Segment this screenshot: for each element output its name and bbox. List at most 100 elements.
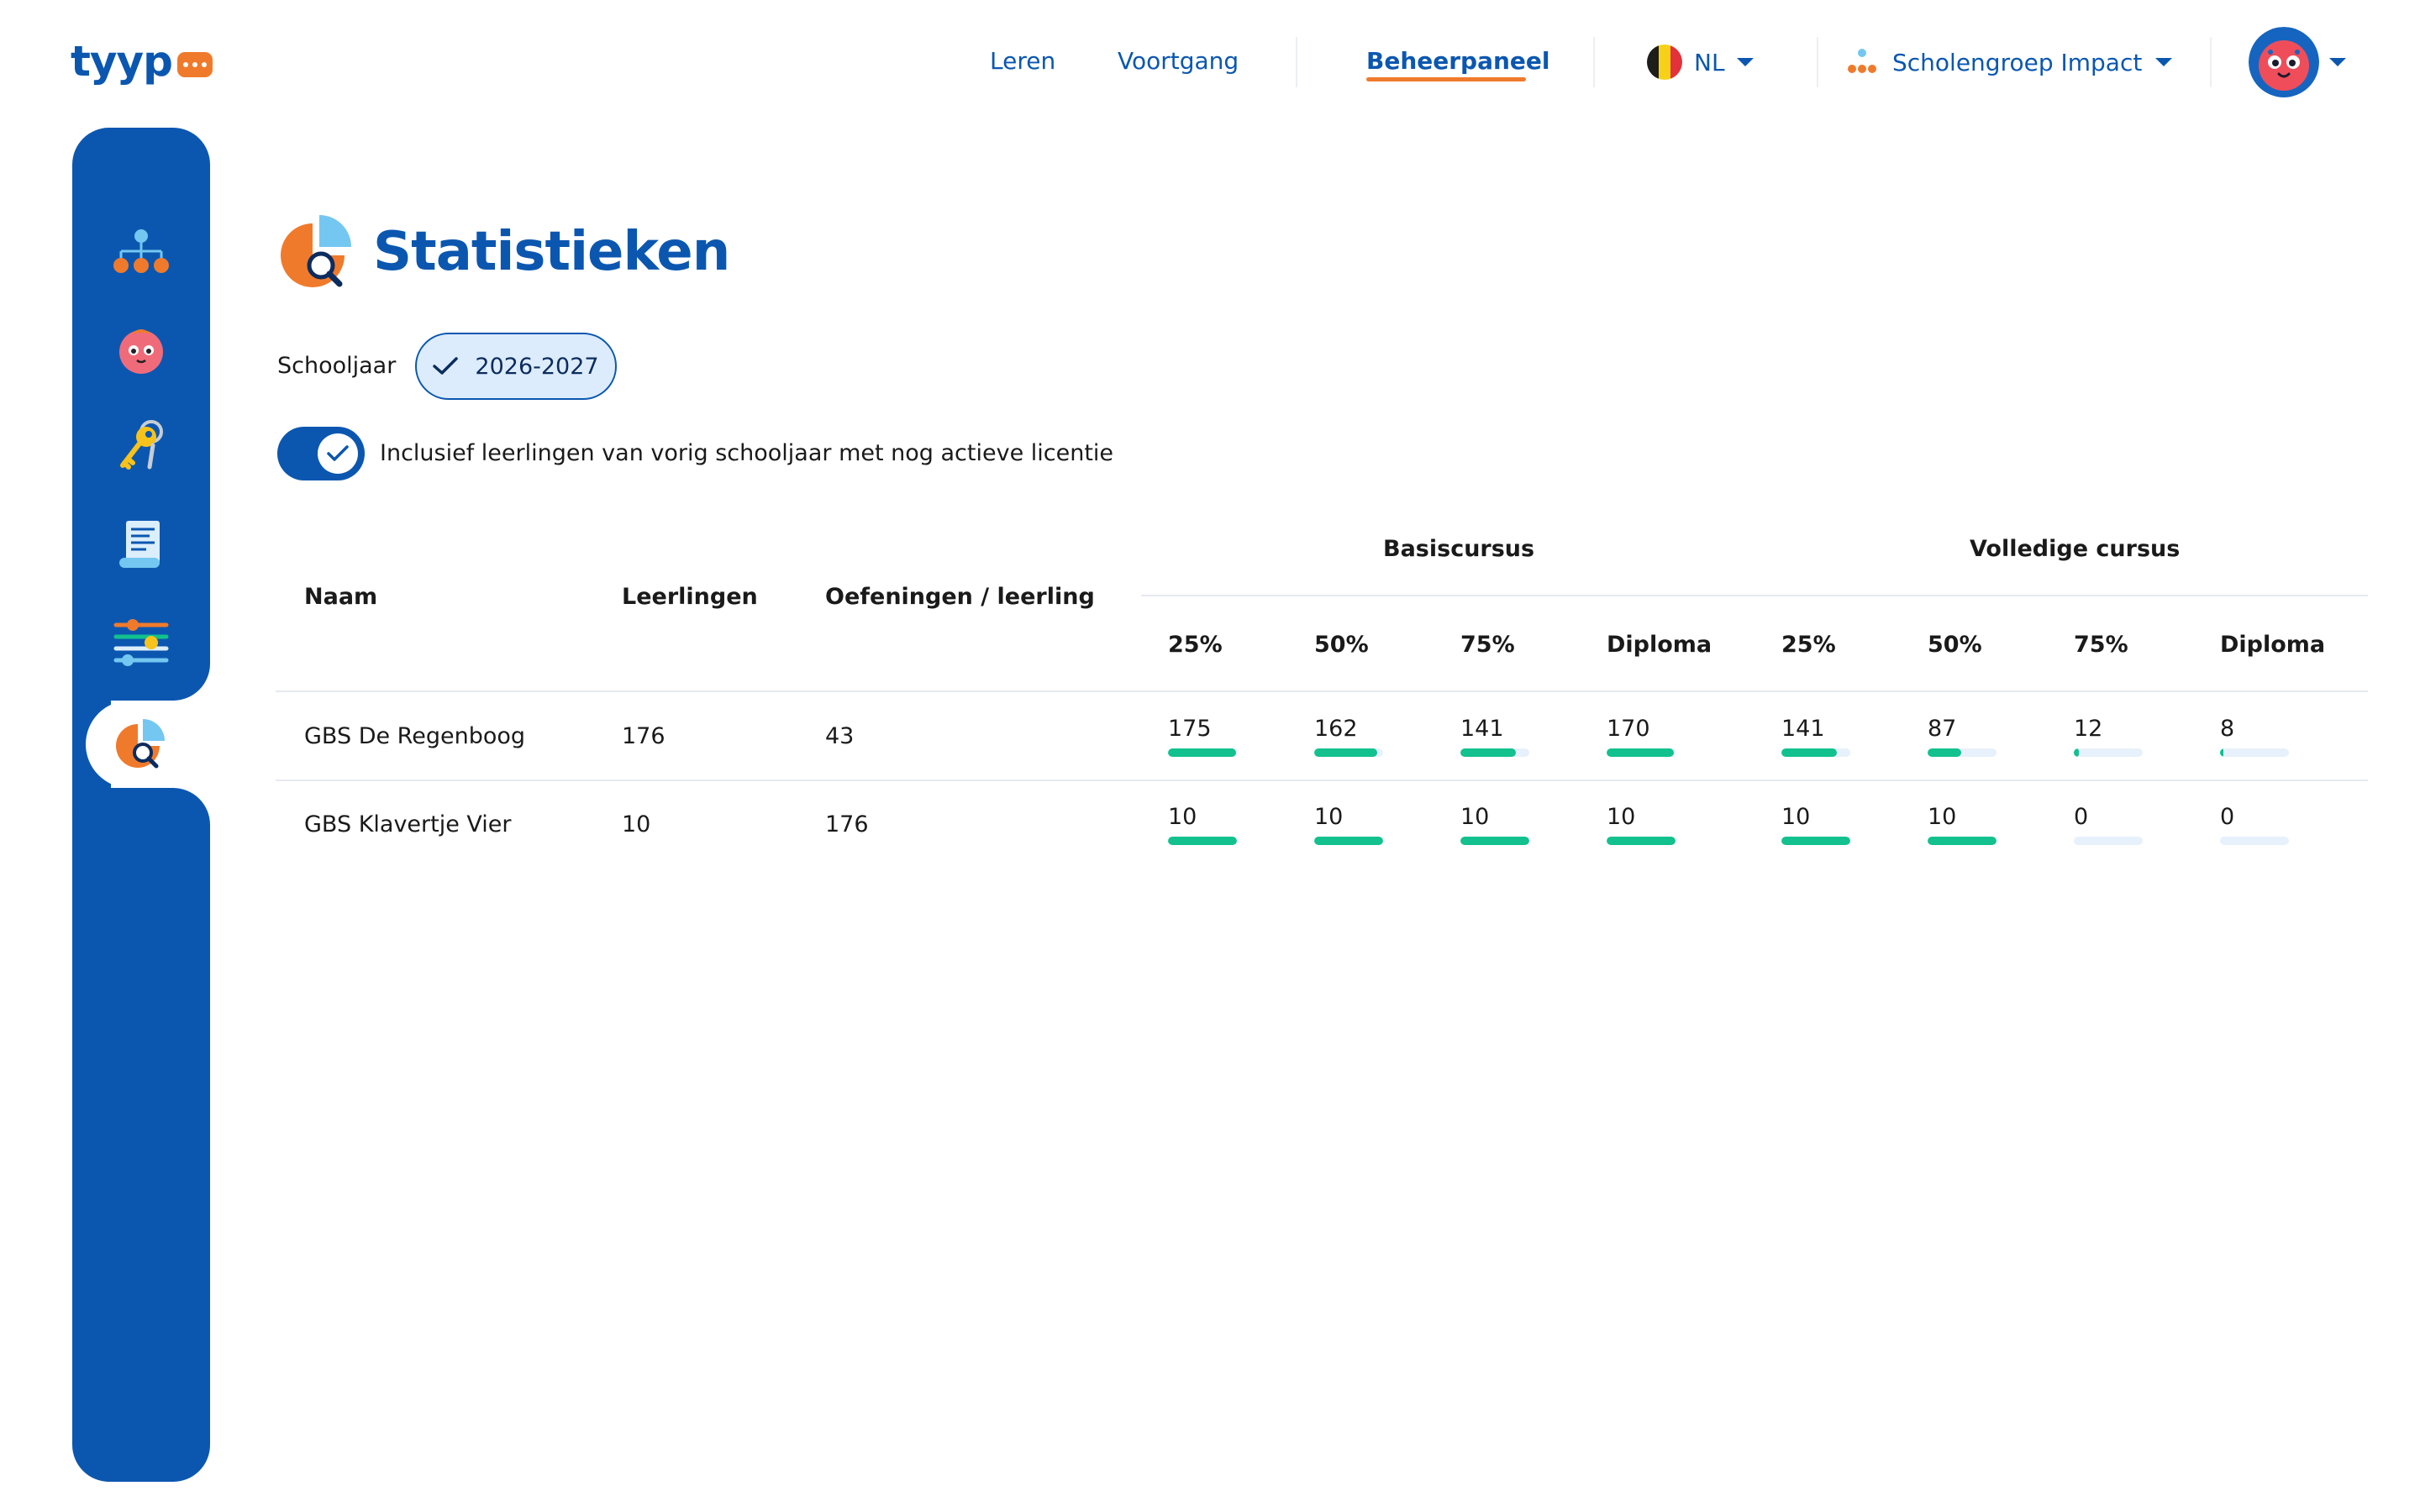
students-count: 176 [622, 723, 666, 749]
progress-bar [2074, 837, 2143, 845]
student-face-icon [119, 329, 163, 374]
checkmark-icon [433, 357, 459, 375]
nav-divider [2210, 37, 2212, 87]
invoice-icon [119, 521, 160, 568]
active-nav-indicator [1366, 77, 1526, 81]
column-header-full-50: 50% [1928, 632, 1982, 658]
exercises-per-student: 176 [825, 811, 869, 837]
school-name: GBS De Regenboog [304, 723, 526, 749]
basic-25-value: 10 [1168, 804, 1197, 830]
full-75-value: 12 [2074, 716, 2103, 742]
progress-fill [2220, 748, 2224, 757]
progress-bar [1460, 837, 1529, 845]
column-header-students: Leerlingen [622, 584, 758, 610]
organization-label: Scholengroep Impact [1892, 48, 2143, 76]
progress-fill [1607, 837, 1676, 845]
column-header-exercises: Oefeningen / leerling [825, 584, 1095, 610]
basic-diploma-value: 170 [1607, 716, 1650, 742]
basic-25-value: 175 [1168, 716, 1212, 742]
exercises-per-student: 43 [825, 723, 855, 749]
basic-diploma-value: 10 [1607, 804, 1636, 830]
nav-divider [1593, 37, 1595, 87]
include-previous-year-toggle[interactable] [277, 427, 365, 480]
progress-bar [1928, 748, 1996, 757]
progress-bar [1781, 748, 1850, 757]
school-year-value: 2026-2027 [475, 353, 599, 380]
column-header-full-diploma: Diploma [2220, 632, 2326, 658]
basic-75-value: 10 [1460, 804, 1490, 830]
column-header-full-75: 75% [2074, 632, 2128, 658]
basic-75-value: 141 [1460, 716, 1504, 742]
progress-bar [1607, 837, 1676, 845]
school-year-chip[interactable]: 2026-2027 [415, 333, 617, 400]
settings-sliders-icon [113, 619, 169, 666]
sidebar-item-statistics[interactable] [108, 711, 175, 778]
students-count: 10 [622, 811, 651, 837]
organization-selector[interactable]: Scholengroep Impact [1845, 42, 2173, 82]
full-50-value: 10 [1928, 804, 1957, 830]
sidebar-item-licenses[interactable] [108, 413, 175, 480]
progress-bar [1460, 748, 1529, 757]
column-header-basic-25: 25% [1168, 632, 1223, 658]
progress-fill [1928, 837, 1996, 845]
organization-icon [1848, 49, 1876, 73]
progress-fill [2074, 748, 2079, 757]
column-header-name: Naam [304, 584, 378, 610]
progress-fill [1781, 837, 1850, 845]
page-title: Statistieken [373, 221, 730, 283]
statistics-icon [116, 719, 165, 769]
full-50-value: 87 [1928, 716, 1957, 742]
statistics-icon [281, 215, 351, 287]
sidebar-item-organization[interactable] [108, 218, 175, 286]
language-selector[interactable]: NL [1647, 42, 1754, 82]
column-header-basic-50: 50% [1314, 632, 1369, 658]
column-header-basic-75: 75% [1460, 632, 1515, 658]
full-25-value: 10 [1781, 804, 1811, 830]
progress-bar [2220, 837, 2289, 845]
progress-fill [1781, 748, 1837, 757]
nav-voortgang[interactable]: Voortgang [1118, 47, 1239, 75]
language-label: NL [1694, 48, 1725, 76]
chat-bubble-icon [176, 52, 213, 77]
toggle-knob [318, 433, 358, 474]
chevron-down-icon [1736, 58, 1754, 66]
sidebar-item-students[interactable] [108, 316, 175, 383]
chevron-down-icon [2329, 58, 2346, 66]
progress-bar [1607, 748, 1676, 757]
basic-50-value: 162 [1314, 716, 1358, 742]
progress-bar [1314, 837, 1383, 845]
avatar [2249, 27, 2319, 97]
progress-fill [1168, 748, 1237, 757]
page-header: Statistieken [277, 212, 730, 292]
progress-fill [1168, 837, 1237, 845]
progress-fill [1314, 837, 1383, 845]
nav-leren[interactable]: Leren [990, 47, 1056, 75]
full-diploma-value: 0 [2220, 804, 2235, 830]
progress-bar [1928, 837, 1996, 845]
nav-beheerpaneel[interactable]: Beheerpaneel [1366, 47, 1550, 75]
full-25-value: 141 [1781, 716, 1825, 742]
school-year-label: Schooljaar [277, 353, 397, 379]
basic-50-value: 10 [1314, 804, 1344, 830]
group-header-full: Volledige cursus [1970, 536, 2181, 562]
tyyp-logo[interactable]: tyyp [71, 37, 213, 86]
progress-bar [2074, 748, 2143, 757]
progress-fill [1460, 748, 1516, 757]
column-header-basic-diploma: Diploma [1607, 632, 1712, 658]
progress-bar [1781, 837, 1850, 845]
user-menu[interactable] [2249, 27, 2346, 97]
group-divider [1141, 595, 2368, 596]
nav-divider [1296, 37, 1297, 87]
include-previous-year-label: Inclusief leerlingen van vorig schooljaa… [380, 440, 1114, 466]
sidebar-item-invoices[interactable] [108, 511, 175, 578]
column-header-full-25: 25% [1781, 632, 1836, 658]
header-divider [276, 690, 2368, 692]
logo-text: tyyp [71, 37, 173, 86]
sidebar [72, 128, 287, 1482]
progress-fill [1460, 837, 1529, 845]
full-diploma-value: 8 [2220, 716, 2235, 742]
sidebar-item-settings[interactable] [108, 608, 175, 675]
progress-bar [1314, 748, 1383, 757]
full-75-value: 0 [2074, 804, 2089, 830]
progress-bar [1168, 748, 1237, 757]
